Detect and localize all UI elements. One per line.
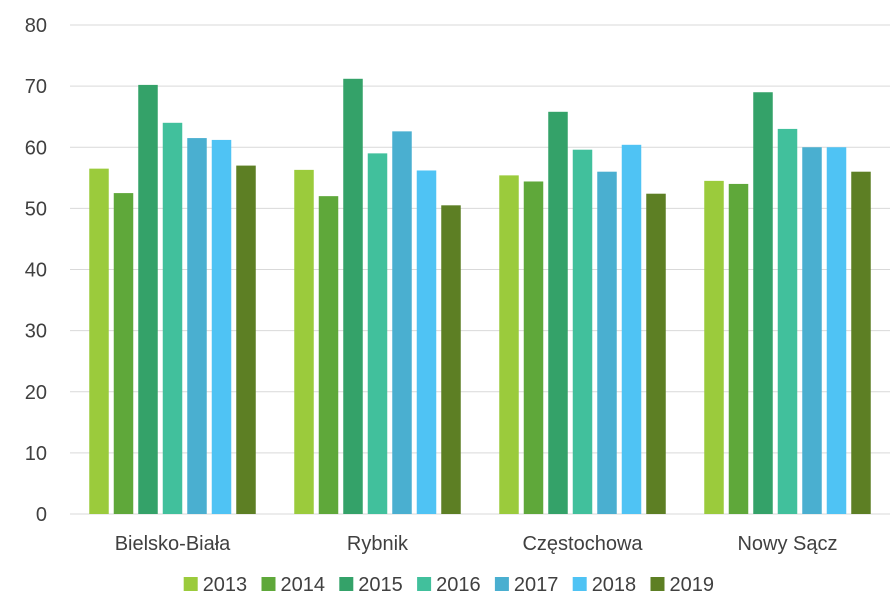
- legend-swatch-2015: [339, 577, 354, 591]
- legend-swatch-2017: [494, 577, 509, 591]
- legend-label-2017: 2017: [514, 574, 559, 596]
- bars: [89, 78, 871, 515]
- bar-2017-3: [802, 147, 822, 514]
- x-tick-label: Bielsko-Biała: [115, 533, 231, 555]
- bar-2019-2: [646, 193, 666, 514]
- bar-2017-2: [597, 171, 617, 514]
- legend-swatch-2018: [572, 577, 587, 591]
- bar-2018-2: [621, 144, 642, 514]
- bar-2013-0: [89, 168, 109, 515]
- bar-2013-1: [294, 169, 314, 514]
- legend-label-2014: 2014: [281, 574, 326, 596]
- bar-2013-2: [499, 175, 519, 514]
- bar-2017-1: [392, 131, 412, 515]
- bar-2013-3: [704, 180, 724, 514]
- bar-2014-0: [113, 193, 134, 514]
- bar-2018-1: [416, 170, 437, 515]
- bar-2019-1: [441, 205, 461, 514]
- x-tick-label: Częstochowa: [522, 533, 643, 555]
- legend-swatch-2013: [183, 577, 198, 591]
- y-tick-label: 30: [25, 321, 47, 343]
- x-axis: Bielsko-Biała Rybnik Częstochowa Nowy Sącz: [115, 533, 838, 555]
- bar-2017-0: [187, 138, 207, 515]
- bar-2015-3: [753, 92, 773, 515]
- y-tick-label: 60: [25, 137, 47, 159]
- legend-label-2015: 2015: [358, 574, 403, 596]
- legend-label-2013: 2013: [203, 574, 248, 596]
- bar-2015-2: [548, 111, 568, 515]
- bar-2014-1: [318, 196, 339, 514]
- bar-2016-2: [572, 149, 593, 514]
- y-tick-label: 10: [25, 443, 47, 465]
- legend: 2013 2014 2015 2016 2017 2018 2019: [183, 574, 715, 596]
- bar-2019-3: [851, 171, 871, 514]
- bar-2015-0: [138, 84, 158, 514]
- bar-2016-0: [162, 122, 183, 515]
- legend-swatch-2019: [650, 577, 665, 591]
- x-tick-label: Nowy Sącz: [737, 533, 837, 555]
- y-tick-label: 40: [25, 260, 47, 282]
- legend-label-2019: 2019: [670, 574, 715, 596]
- bar-2016-3: [777, 128, 798, 514]
- y-tick-label: 80: [25, 15, 47, 37]
- bar-2018-0: [211, 139, 232, 515]
- bar-2019-0: [236, 165, 256, 514]
- y-tick-label: 20: [25, 382, 47, 404]
- y-tick-label: 70: [25, 76, 47, 98]
- bar-2018-3: [826, 147, 847, 514]
- y-tick-label: 0: [36, 504, 47, 526]
- y-tick-label: 50: [25, 198, 47, 220]
- legend-swatch-2014: [261, 577, 276, 591]
- bar-2016-1: [367, 153, 388, 515]
- bar-2014-3: [728, 183, 749, 515]
- legend-swatch-2016: [417, 577, 432, 591]
- bar-2014-2: [523, 181, 544, 515]
- y-axis: 0 10 20 30 40 50 60 70 80: [25, 15, 47, 526]
- x-tick-label: Rybnik: [347, 533, 409, 555]
- bar-2015-1: [343, 78, 363, 514]
- legend-label-2018: 2018: [592, 574, 637, 596]
- legend-label-2016: 2016: [436, 574, 481, 596]
